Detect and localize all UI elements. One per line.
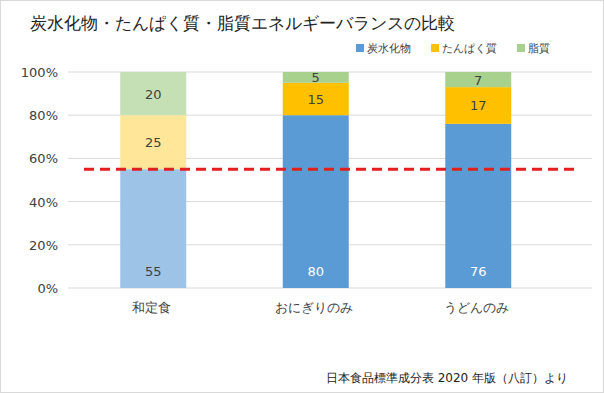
legend-swatch xyxy=(431,44,439,52)
legend-label: 炭水化物 xyxy=(367,42,411,55)
data-label: 7 xyxy=(474,73,482,88)
x-tick-label: うどんのみ xyxy=(444,300,509,315)
y-tick-label: 40% xyxy=(29,195,58,210)
bars xyxy=(84,72,576,288)
data-label: 5 xyxy=(312,70,320,85)
x-tick-label: おにぎりのみ xyxy=(275,300,353,315)
bar-segment xyxy=(445,72,511,87)
y-tick-label: 100% xyxy=(21,65,58,80)
bar-segment xyxy=(120,169,186,288)
y-tick-label: 60% xyxy=(29,151,58,166)
title: 炭水化物・たんぱく質・脂質エネルギーバランスの比較 xyxy=(30,13,455,33)
data-label: 55 xyxy=(145,264,162,279)
source-note: 日本食品標準成分表 2020 年版（八訂）より xyxy=(326,371,568,385)
y-tick-label: 80% xyxy=(29,108,58,123)
reference-line xyxy=(84,168,576,171)
data-label: 76 xyxy=(470,264,487,279)
y-tick-label: 0% xyxy=(37,281,58,296)
bar-segment xyxy=(283,83,349,115)
data-label: 80 xyxy=(307,264,324,279)
data-label: 17 xyxy=(470,98,487,113)
background xyxy=(1,1,604,393)
data-label: 15 xyxy=(307,92,324,107)
legend-label: たんぱく質 xyxy=(442,42,497,55)
x-tick-label: 和定食 xyxy=(132,300,171,315)
bar-segment xyxy=(445,87,511,124)
bar-segment xyxy=(120,115,186,169)
chart: 炭水化物・たんぱく質・脂質エネルギーバランスの比較 0% 20% 40% 60% 80% 1… xyxy=(0,0,604,393)
bar-segment xyxy=(283,115,349,288)
data-label: 20 xyxy=(145,87,162,102)
legend-swatch xyxy=(517,44,525,52)
data-label: 25 xyxy=(145,135,162,150)
bar-segment xyxy=(445,124,511,288)
legend-swatch xyxy=(356,44,364,52)
y-tick-label: 20% xyxy=(29,238,58,253)
bar-segment xyxy=(120,72,186,115)
legend-label: 脂質 xyxy=(528,42,550,55)
